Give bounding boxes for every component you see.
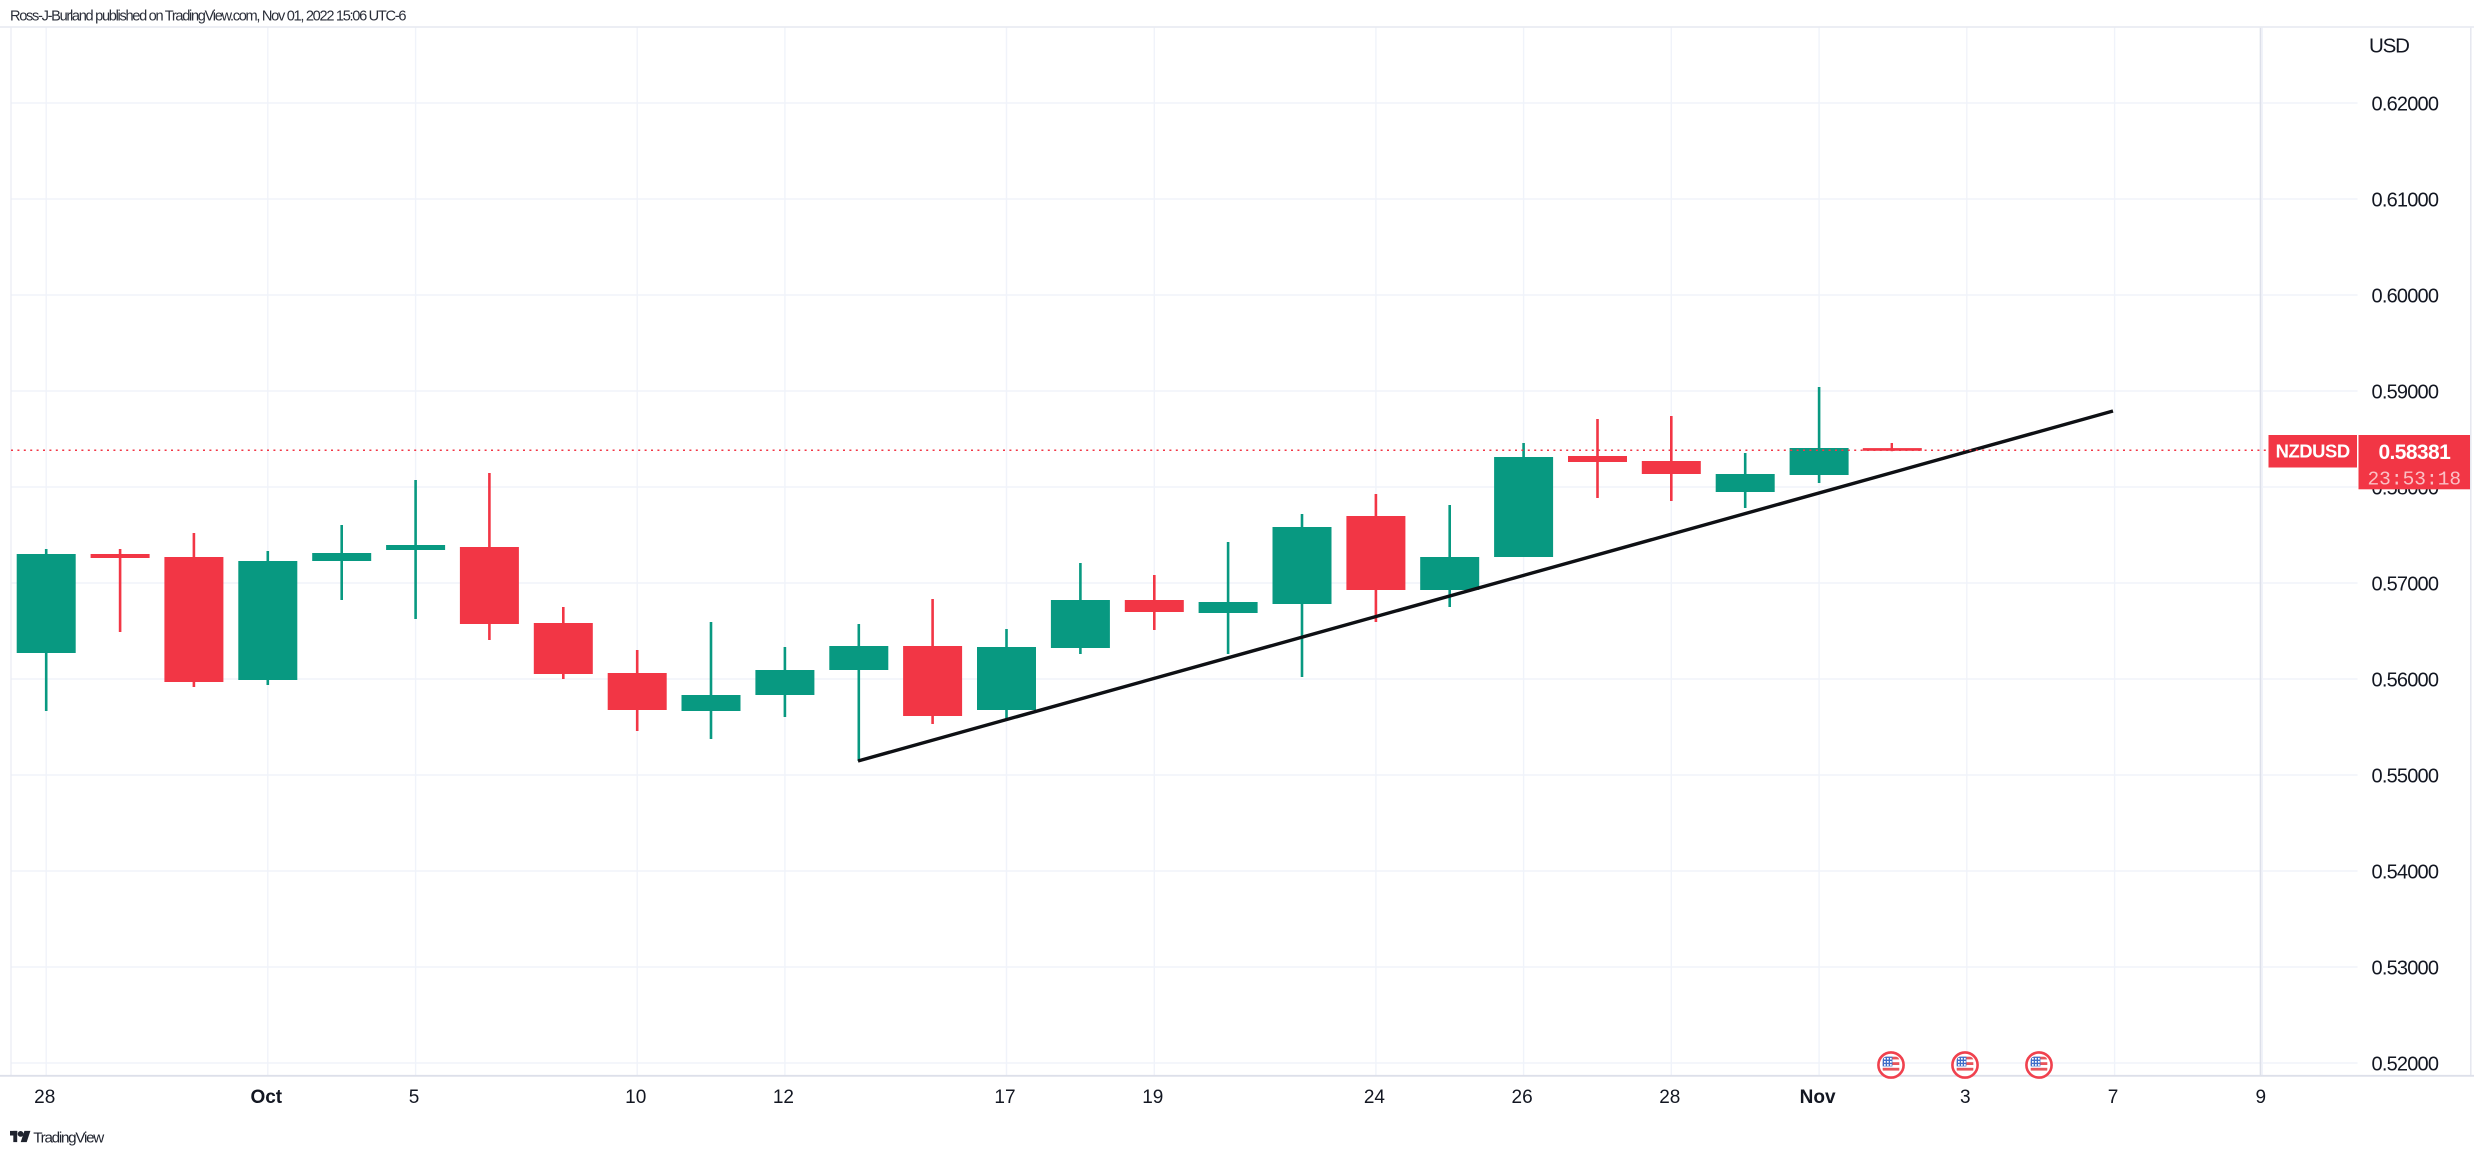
svg-text:Ross-J-Burland published on Tr: Ross-J-Burland published on TradingView.… [10, 9, 406, 25]
svg-text:26: 26 [1512, 1087, 1533, 1108]
svg-text:TradingView: TradingView [33, 1129, 104, 1146]
svg-text:0.55000: 0.55000 [2372, 765, 2439, 787]
svg-text:28: 28 [34, 1087, 55, 1108]
svg-text:17: 17 [994, 1087, 1015, 1108]
svg-text:0.58381: 0.58381 [2378, 441, 2451, 464]
svg-text:Oct: Oct [250, 1087, 282, 1108]
svg-text:12: 12 [773, 1087, 794, 1108]
svg-text:19: 19 [1142, 1087, 1163, 1108]
svg-text:0.52000: 0.52000 [2372, 1053, 2439, 1075]
svg-text:Nov: Nov [1800, 1087, 1836, 1108]
svg-text:24: 24 [1364, 1087, 1386, 1108]
svg-text:7: 7 [2108, 1087, 2119, 1108]
svg-text:0.57000: 0.57000 [2372, 573, 2439, 595]
svg-text:28: 28 [1659, 1087, 1680, 1108]
svg-text:0.61000: 0.61000 [2372, 189, 2439, 211]
svg-text:0.56000: 0.56000 [2372, 669, 2439, 691]
svg-text:0.59000: 0.59000 [2372, 381, 2439, 403]
svg-text:23:53:18: 23:53:18 [2367, 469, 2461, 491]
svg-text:NZDUSD: NZDUSD [2276, 441, 2350, 462]
svg-text:5: 5 [409, 1087, 420, 1108]
svg-text:0.53000: 0.53000 [2372, 957, 2439, 979]
svg-text:USD: USD [2369, 35, 2409, 58]
svg-text:0.60000: 0.60000 [2372, 285, 2439, 307]
svg-text:10: 10 [625, 1087, 646, 1108]
svg-text:0.54000: 0.54000 [2372, 861, 2439, 883]
svg-text:0.62000: 0.62000 [2372, 93, 2439, 115]
svg-text:9: 9 [2256, 1087, 2267, 1108]
svg-text:3: 3 [1960, 1087, 1971, 1108]
